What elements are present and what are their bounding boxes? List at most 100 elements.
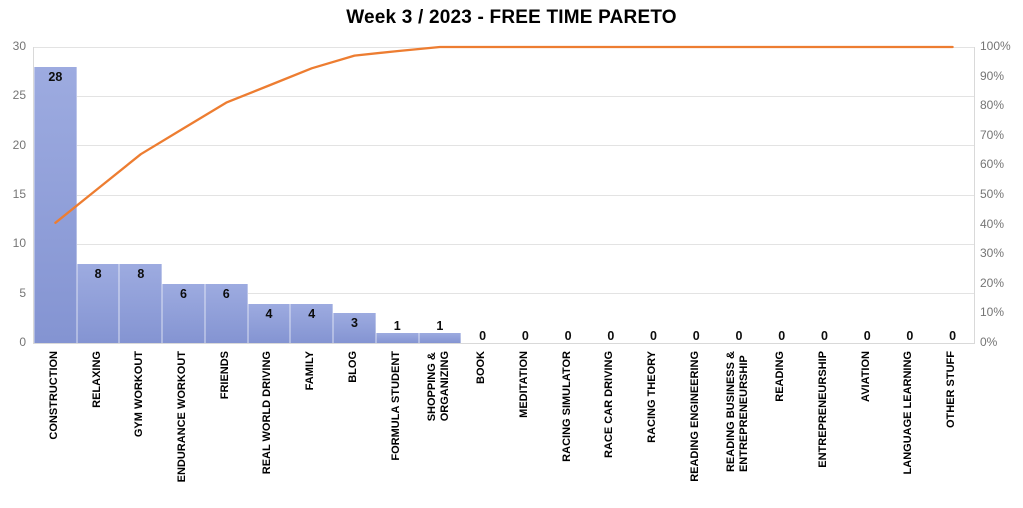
x-axis-category-cell: CONSTRUCTION: [33, 351, 76, 507]
bar-value-label: 1: [393, 319, 401, 334]
left-axis-tick-label: 25: [12, 88, 26, 103]
right-axis-tick-label: 30%: [980, 246, 1005, 261]
left-axis-tick-label: 5: [19, 285, 26, 300]
right-axis-tick-label: 0%: [980, 335, 998, 349]
bar-value-label: 1: [436, 319, 444, 334]
x-axis-category-label: FORMULA STUDENT: [389, 351, 402, 461]
x-axis-category-cell: REAL WORLD DRIVING: [247, 351, 290, 507]
left-axis-tick-label: 20: [12, 137, 26, 152]
x-axis-category-label: AVIATION: [859, 351, 872, 402]
bar: [162, 283, 205, 343]
bar: [333, 313, 376, 343]
left-axis-tick-label: 15: [12, 187, 26, 201]
bar-value-label: 0: [564, 329, 572, 343]
x-axis-category-cell: READING ENGINEERING: [674, 351, 717, 507]
right-axis-tick-label: 90%: [980, 68, 1005, 83]
bar-value-label: 0: [650, 329, 657, 343]
bar-value-label: 6: [180, 286, 187, 301]
x-axis-category-cell: MEDITATION: [503, 351, 546, 507]
x-axis-category-cell: BOOK: [460, 351, 503, 507]
gridline: [34, 145, 974, 147]
bar-value-label: 0: [778, 329, 786, 343]
bar: [418, 333, 462, 343]
bar-value-label: 0: [735, 329, 743, 343]
x-axis-category-cell: RACING THEORY: [631, 351, 674, 507]
x-axis-category-label: RACING THEORY: [646, 351, 659, 443]
bar: [290, 303, 334, 343]
x-axis-category-cell: GYM WORKOUT: [118, 351, 161, 507]
x-axis-category-cell: RACE CAR DRIVING: [588, 351, 631, 507]
right-axis-tick-label: 40%: [980, 216, 1005, 231]
x-axis-category-label: READING BUSINESS & ENTREPRENEURSHIP: [724, 351, 750, 473]
bar-value-label: 0: [479, 329, 487, 343]
bar-value-label: 28: [48, 69, 63, 84]
bar-value-label: 8: [137, 267, 145, 282]
right-axis-tick-label: 80%: [980, 98, 1005, 113]
bar-value-label: 6: [222, 286, 230, 301]
bar: [247, 303, 291, 343]
plot-area: 28 8 8 6 6 4 4 3 1 1 0 0 0 0 0 0 0 0 0 0 0 0: [33, 45, 975, 344]
bar-value-label: 0: [607, 329, 615, 343]
right-axis-tick-label: 70%: [980, 127, 1005, 142]
bar-value-label: 0: [692, 329, 700, 343]
x-axis-category-label: GYM WORKOUT: [133, 351, 146, 438]
bar-value-label: 0: [863, 329, 871, 343]
chart-title: Week 3 / 2023 - FREE TIME PARETO: [346, 7, 677, 28]
right-axis-tick-label: 10%: [980, 305, 1005, 320]
bar-value-label: 0: [949, 329, 957, 343]
x-axis-category-cell: RELAXING: [76, 351, 119, 507]
left-axis-tick-label: 10: [12, 236, 26, 251]
bar: [204, 283, 248, 343]
x-axis-category-cell: READING: [759, 351, 802, 507]
x-axis-category-cell: BLOG: [332, 351, 375, 507]
x-axis-category-cell: ENDURANCE WORKOUT: [161, 351, 204, 507]
bar: [76, 264, 120, 343]
x-axis-category-label: LANGUAGE LEARNING: [902, 351, 915, 475]
x-axis-category-cell: OTHER STUFF: [930, 351, 973, 507]
gridline: [34, 95, 974, 97]
x-axis-category-cell: SHOPPING & ORGANIZING: [418, 351, 461, 507]
gridline: [34, 293, 974, 295]
x-axis-category-label: READING ENGINEERING: [688, 351, 701, 482]
bar-value-label: 0: [820, 329, 828, 343]
x-axis-category-label: RACING SIMULATOR: [560, 351, 573, 462]
x-axis-category-label: BLOG: [346, 351, 359, 383]
right-axis-tick-label: 100%: [980, 39, 1011, 53]
x-axis-category-label: RELAXING: [90, 351, 103, 408]
cumulative-line-path: [54, 45, 954, 224]
x-axis-category-cell: ENTREPRENEURSHIP: [802, 351, 845, 507]
right-axis-tick-label: 50%: [980, 187, 1005, 201]
x-axis-category-cell: AVIATION: [845, 351, 888, 507]
bar-value-label: 3: [350, 316, 358, 331]
right-axis-tick-label: 20%: [980, 275, 1005, 290]
left-axis-tick-label: 0: [19, 335, 26, 349]
right-axis-tick-label: 60%: [980, 157, 1005, 172]
x-axis-category-label: OTHER STUFF: [945, 351, 958, 428]
bar-value-label: 0: [906, 329, 914, 343]
bar: [119, 264, 163, 343]
x-axis-category-label: ENTREPRENEURSHIP: [816, 351, 829, 468]
x-axis-category-cell: READING BUSINESS & ENTREPRENEURSHIP: [717, 351, 760, 507]
x-axis-category-cell: FRIENDS: [204, 351, 247, 507]
x-axis-category-cell: RACING SIMULATOR: [546, 351, 589, 507]
bar-value-label: 4: [265, 306, 273, 321]
x-axis-category-label: ENDURANCE WORKOUT: [176, 351, 189, 483]
x-axis-category-label: FAMILY: [304, 351, 317, 391]
x-axis-category-label: BOOK: [475, 351, 488, 384]
bar-value-label: 4: [308, 306, 316, 321]
x-axis-category-label: CONSTRUCTION: [47, 351, 60, 440]
x-axis-category-label: FRIENDS: [218, 351, 231, 400]
bar-value-label: 8: [94, 267, 102, 282]
x-axis-category-cell: FORMULA STUDENT: [375, 351, 418, 507]
left-axis-tick-label: 30: [12, 39, 26, 53]
x-axis-category-labels: CONSTRUCTION RELAXING GYM WORKOUT ENDURANCE…: [33, 351, 973, 507]
bar: [375, 333, 419, 343]
x-axis-category-cell: FAMILY: [289, 351, 332, 507]
gridline: [34, 243, 974, 245]
bar-value-label: 0: [521, 329, 529, 343]
x-axis-category-label: SHOPPING & ORGANIZING: [425, 351, 451, 422]
cumulative-line: [54, 45, 954, 224]
x-axis-category-label: READING: [774, 351, 787, 402]
x-axis-category-label: MEDITATION: [517, 351, 530, 418]
